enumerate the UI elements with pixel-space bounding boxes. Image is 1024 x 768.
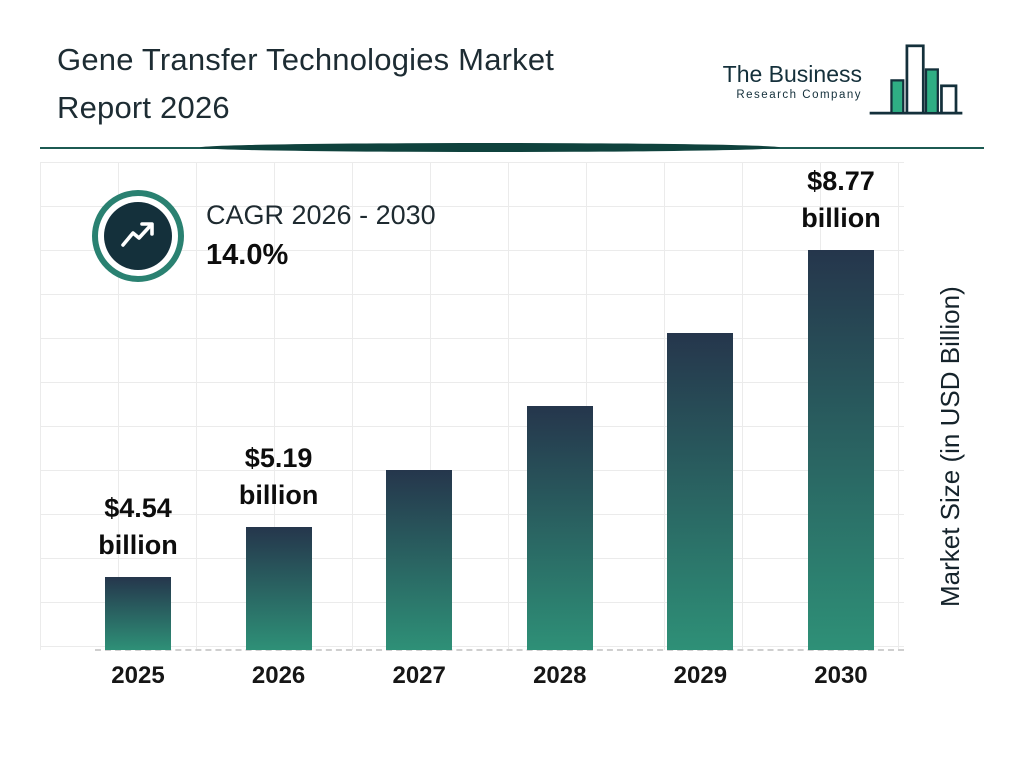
- cagr-text: CAGR 2026 - 2030 14.0%: [206, 200, 436, 272]
- x-tick-2028: 2028: [533, 662, 587, 690]
- x-axis-labels: 2025 2026 2027 2028 2029 2030: [105, 662, 874, 690]
- bar-2029: [667, 333, 734, 651]
- trending-up-icon: [92, 190, 184, 283]
- divider: [40, 142, 984, 154]
- bar-column-2029: [667, 333, 734, 651]
- report-page: Gene Transfer Technologies Market Report…: [0, 0, 1024, 750]
- market-size-chart: CAGR 2026 - 2030 14.0% $4.54 billion $5.19…: [0, 154, 1024, 750]
- bar-2025: [105, 577, 171, 651]
- bar-column-2030: $8.77 billion: [801, 163, 881, 651]
- axis-baseline: [95, 649, 904, 652]
- bar-2027: [386, 470, 453, 651]
- bars-container: $4.54 billion $5.19 billion $8.77 billion: [98, 166, 881, 651]
- bar-column-2027: [386, 470, 453, 651]
- page-title-line1: Gene Transfer Technologies Market: [57, 42, 555, 77]
- value-label-2030: $8.77 billion: [801, 165, 881, 234]
- logo-text-primary: The Business: [722, 61, 862, 87]
- trending-up-icon-circle: [104, 202, 172, 271]
- x-tick-2025: 2025: [111, 662, 165, 690]
- value-label-2025: $4.54 billion: [98, 492, 178, 561]
- value-label-2026: $5.19 billion: [238, 442, 319, 511]
- x-tick-2027: 2027: [392, 662, 446, 690]
- divider-lens: [200, 143, 780, 153]
- header: Gene Transfer Technologies Market Report…: [0, 0, 1024, 132]
- x-tick-2029: 2029: [673, 662, 728, 690]
- cagr-label: CAGR 2026 - 2030: [206, 200, 436, 231]
- page-title: Gene Transfer Technologies Market Report…: [57, 36, 554, 132]
- company-logo: The Business Research Company: [723, 36, 966, 120]
- chart-gridlines: [40, 162, 904, 651]
- bar-column-2028: [526, 406, 593, 651]
- x-tick-2026: 2026: [251, 662, 306, 690]
- bar-chart-logo-icon: [869, 44, 963, 115]
- cagr-badge: CAGR 2026 - 2030 14.0%: [92, 190, 436, 283]
- bar-2028: [526, 406, 593, 651]
- page-title-line2: Report 2026: [57, 90, 230, 126]
- bar-column-2025: $4.54 billion: [98, 490, 178, 651]
- cagr-value: 14.0%: [206, 239, 289, 272]
- logo-text-secondary: Research Company: [736, 89, 862, 102]
- bar-2030: [807, 250, 874, 651]
- bar-column-2026: $5.19 billion: [239, 440, 318, 651]
- y-axis-label: Market Size (in USD Billion): [935, 286, 965, 608]
- bar-2026: [245, 527, 312, 651]
- logo-text: The Business Research Company: [722, 61, 862, 102]
- x-tick-2030: 2030: [814, 662, 868, 690]
